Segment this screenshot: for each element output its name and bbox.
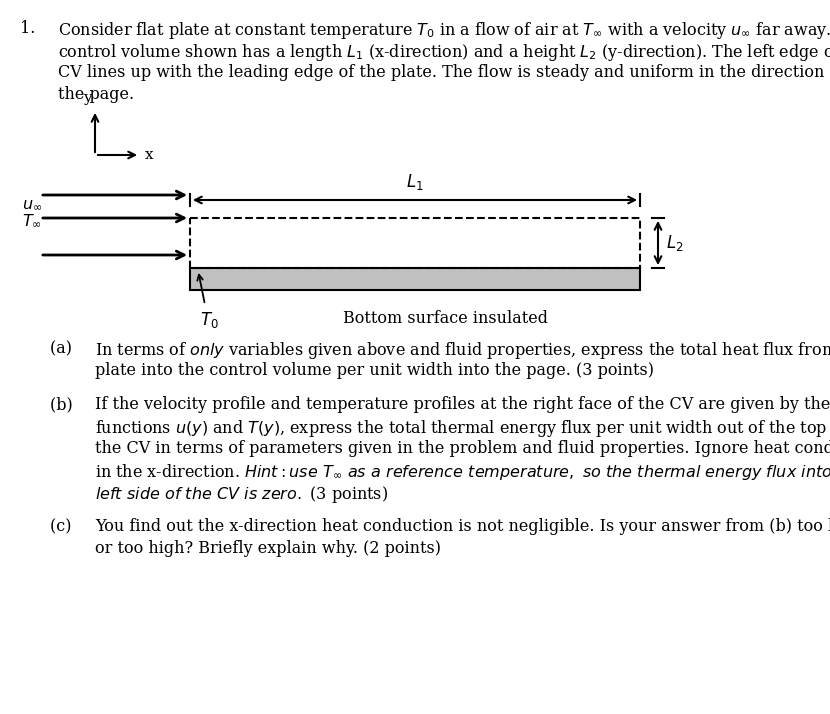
Text: $\it{left\ side\ of\ the\ CV\ is\ zero.}$ (3 points): $\it{left\ side\ of\ the\ CV\ is\ zero.}…	[95, 484, 388, 505]
Text: (b): (b)	[50, 396, 78, 413]
Text: plate into the control volume per unit width into the page. (3 points): plate into the control volume per unit w…	[95, 362, 654, 379]
Text: (c): (c)	[50, 518, 76, 535]
Text: CV lines up with the leading edge of the plate. The flow is steady and uniform i: CV lines up with the leading edge of the…	[58, 64, 830, 81]
Text: y: y	[83, 91, 91, 105]
Bar	[190, 268, 640, 290]
Text: the CV in terms of parameters given in the problem and fluid properties. Ignore : the CV in terms of parameters given in t…	[95, 440, 830, 457]
Text: (a): (a)	[50, 340, 77, 357]
Text: $T_0$: $T_0$	[200, 310, 219, 330]
Text: functions $u(y)$ and $T(y)$, express the total thermal energy flux per unit widt: functions $u(y)$ and $T(y)$, express the…	[95, 418, 830, 439]
Text: or too high? Briefly explain why. (2 points): or too high? Briefly explain why. (2 poi…	[95, 540, 441, 557]
Text: $T_\infty$: $T_\infty$	[22, 213, 42, 230]
Text: control volume shown has a length $L_1$ (x-direction) and a height $L_2$ (y-dire: control volume shown has a length $L_1$ …	[58, 42, 830, 63]
Text: x: x	[145, 148, 154, 162]
Text: $u_\infty$: $u_\infty$	[22, 196, 42, 213]
Bar	[190, 218, 640, 268]
Text: the page.: the page.	[58, 86, 134, 103]
Text: In terms of $\it{only}$ variables given above and fluid properties, express the : In terms of $\it{only}$ variables given …	[95, 340, 830, 361]
Text: $L_1$: $L_1$	[406, 172, 424, 192]
Text: Consider flat plate at constant temperature $T_0$ in a flow of air at $T_\infty$: Consider flat plate at constant temperat…	[58, 20, 830, 41]
Text: Bottom surface insulated: Bottom surface insulated	[343, 310, 548, 327]
Text: $L_2$: $L_2$	[666, 233, 684, 253]
Text: 1.: 1.	[20, 20, 46, 37]
Text: in the x-direction. $\it{Hint: use\ }$$T_\infty$$\it{\ as\ a\ reference\ tempera: in the x-direction. $\it{Hint: use\ }$$T…	[95, 462, 830, 482]
Text: If the velocity profile and temperature profiles at the right face of the CV are: If the velocity profile and temperature …	[95, 396, 830, 413]
Text: You find out the x-direction heat conduction is not negligible. Is your answer f: You find out the x-direction heat conduc…	[95, 518, 830, 535]
